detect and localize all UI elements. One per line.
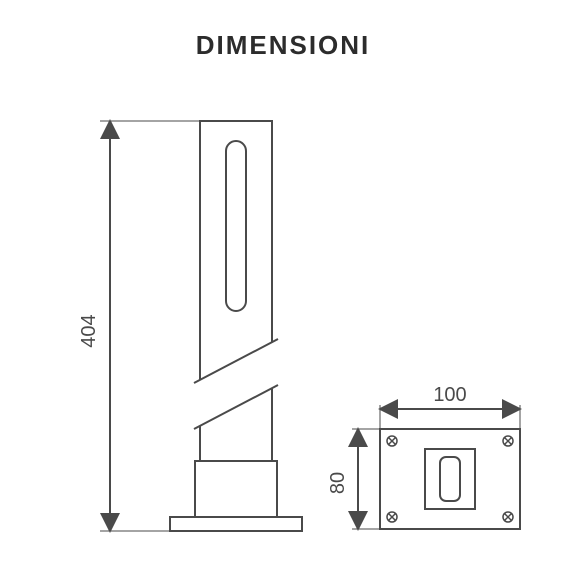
lamp-slot: [226, 141, 246, 311]
top-slot: [440, 457, 460, 501]
top-view: 100 80: [327, 384, 520, 529]
screw-icon: [503, 512, 513, 522]
width-dim-label: 100: [433, 384, 466, 406]
break-mark: [194, 339, 278, 429]
lamp-base-block: [195, 461, 277, 517]
screw-icon: [387, 512, 397, 522]
dimension-drawing: 404 100 80: [0, 61, 566, 581]
lamp-base-plate: [170, 517, 302, 531]
top-plate: [380, 429, 520, 529]
page-title: DIMENSIONI: [0, 0, 566, 61]
screw-icon: [503, 436, 513, 446]
front-view: 404: [78, 121, 302, 531]
screw-icon: [387, 436, 397, 446]
height-dim-label: 404: [78, 314, 100, 347]
depth-dim-label: 80: [327, 472, 349, 494]
